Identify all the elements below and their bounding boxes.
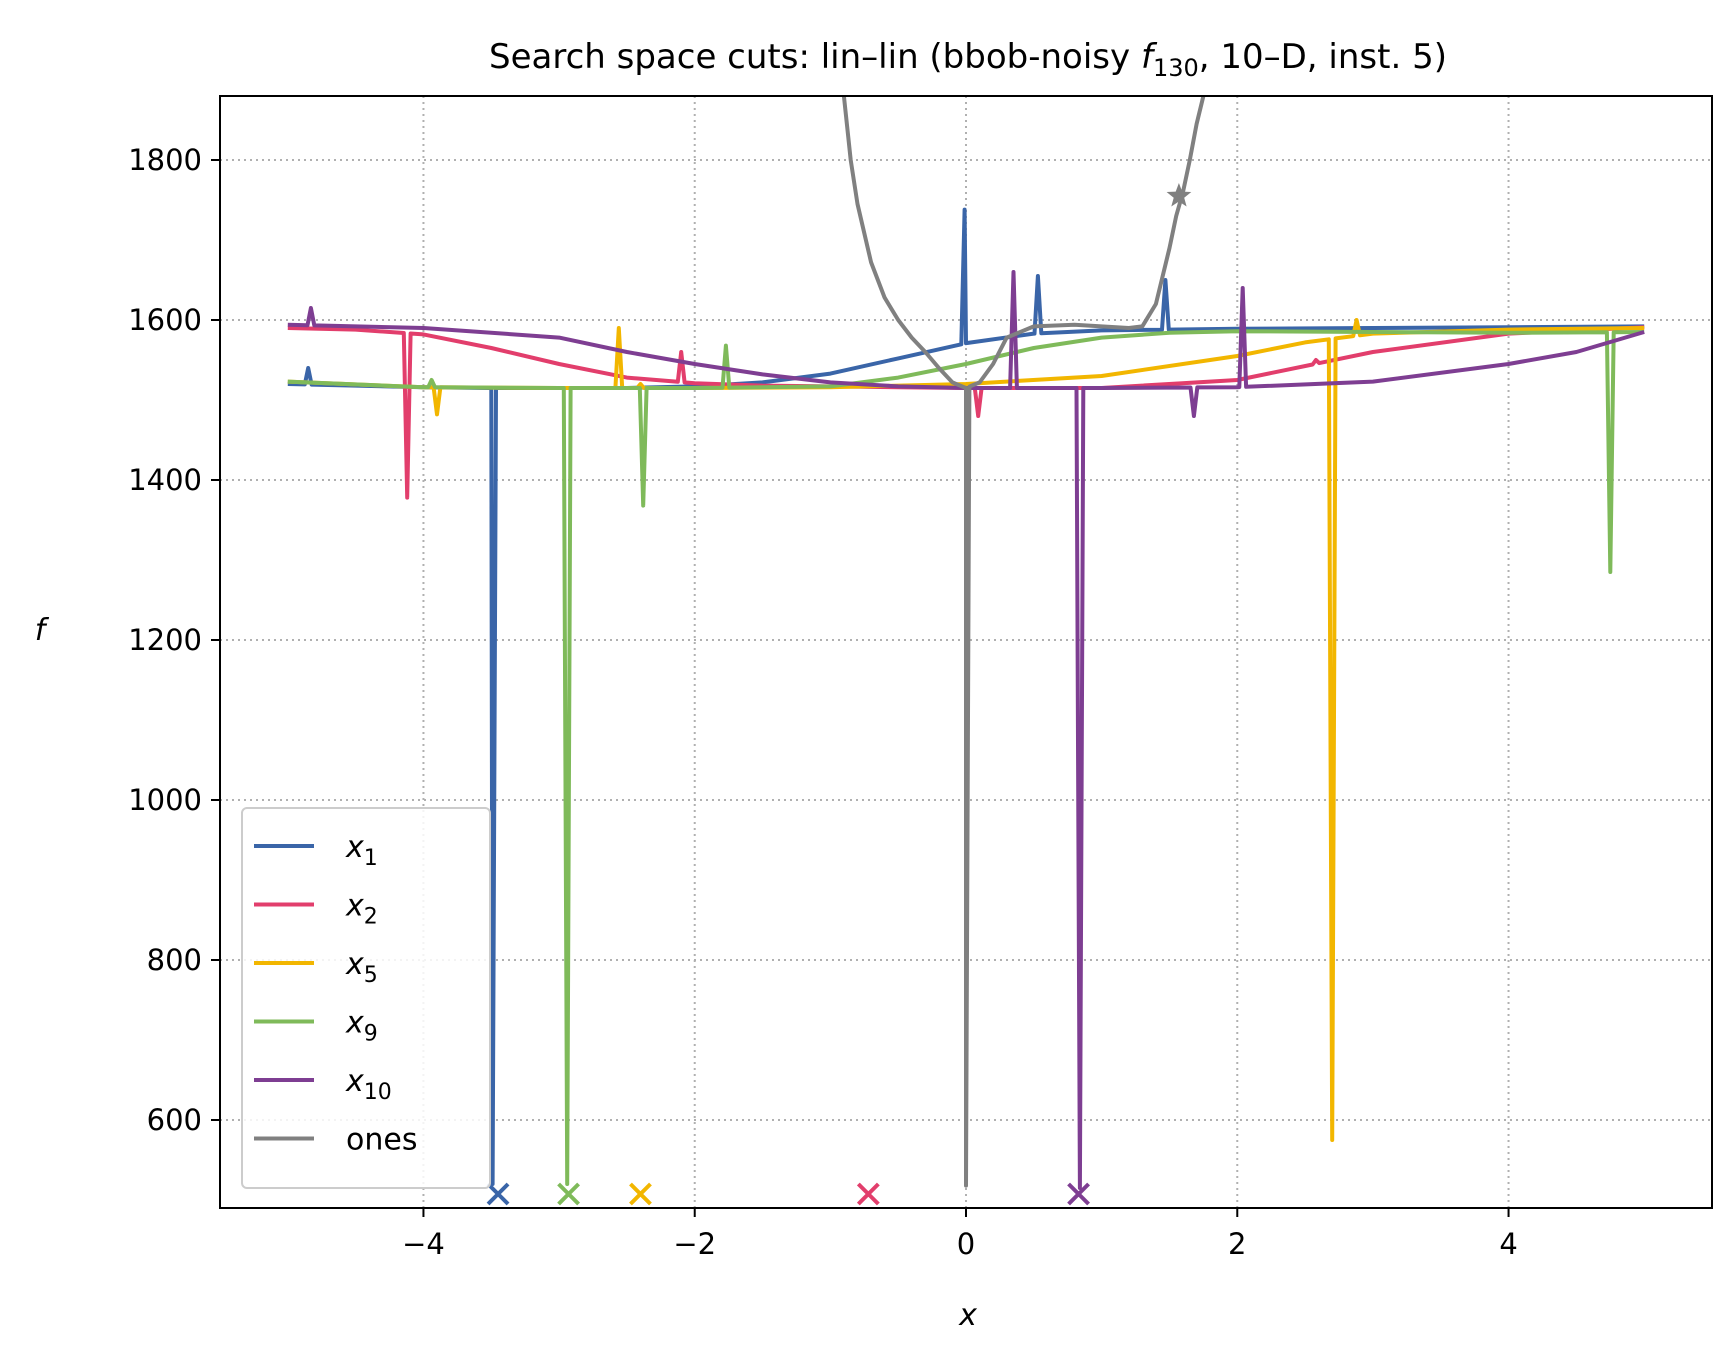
legend-label-x2: x2 bbox=[345, 889, 378, 930]
legend-label-x1: x1 bbox=[345, 830, 378, 871]
y-tick-label: 1000 bbox=[128, 783, 202, 817]
y-axis-label: f bbox=[35, 613, 50, 648]
x-tick-label: −2 bbox=[673, 1227, 716, 1261]
optimum-marker-x5 bbox=[629, 1182, 652, 1206]
optimum-marker-x9 bbox=[557, 1182, 580, 1206]
optimum-marker-x2 bbox=[856, 1182, 880, 1206]
legend-label-x10: x10 bbox=[345, 1064, 392, 1105]
y-tick-label: 1200 bbox=[128, 623, 202, 657]
y-tick-label: 1800 bbox=[128, 143, 202, 177]
y-tick-label: 800 bbox=[147, 943, 202, 977]
marker-layer bbox=[486, 183, 1192, 1206]
optimum-marker-x10 bbox=[1067, 1182, 1090, 1206]
x-tick-label: 0 bbox=[957, 1227, 975, 1261]
legend-label-x5: x5 bbox=[345, 947, 378, 988]
x-tick-label: 4 bbox=[1499, 1227, 1517, 1261]
star-marker-ones bbox=[1166, 183, 1192, 207]
series-layer bbox=[287, 96, 1645, 1190]
legend-label-ones: ones bbox=[346, 1123, 417, 1158]
axis-ticks: −4 −2 0 2 4 600 800 1000 1200 1400 1600 1800 bbox=[128, 143, 1518, 1261]
optimum-marker-x1 bbox=[486, 1182, 510, 1206]
series-line-ones bbox=[841, 96, 1206, 1188]
y-tick-label: 1600 bbox=[128, 303, 202, 337]
legend: x1 x2 x5 x9 x10 ones bbox=[241, 807, 491, 1189]
series-line-x10 bbox=[287, 270, 1645, 1190]
series-line-x9 bbox=[287, 329, 1645, 1186]
y-tick-label: 1400 bbox=[128, 463, 202, 497]
y-tick-label: 600 bbox=[147, 1103, 202, 1137]
x-tick-label: 2 bbox=[1228, 1227, 1246, 1261]
legend-label-x9: x9 bbox=[345, 1006, 378, 1047]
x-axis-label: x bbox=[958, 1298, 977, 1333]
x-tick-label: −4 bbox=[402, 1227, 445, 1261]
chart-title: Search space cuts: lin–lin (bbob-noisy f… bbox=[489, 37, 1447, 82]
